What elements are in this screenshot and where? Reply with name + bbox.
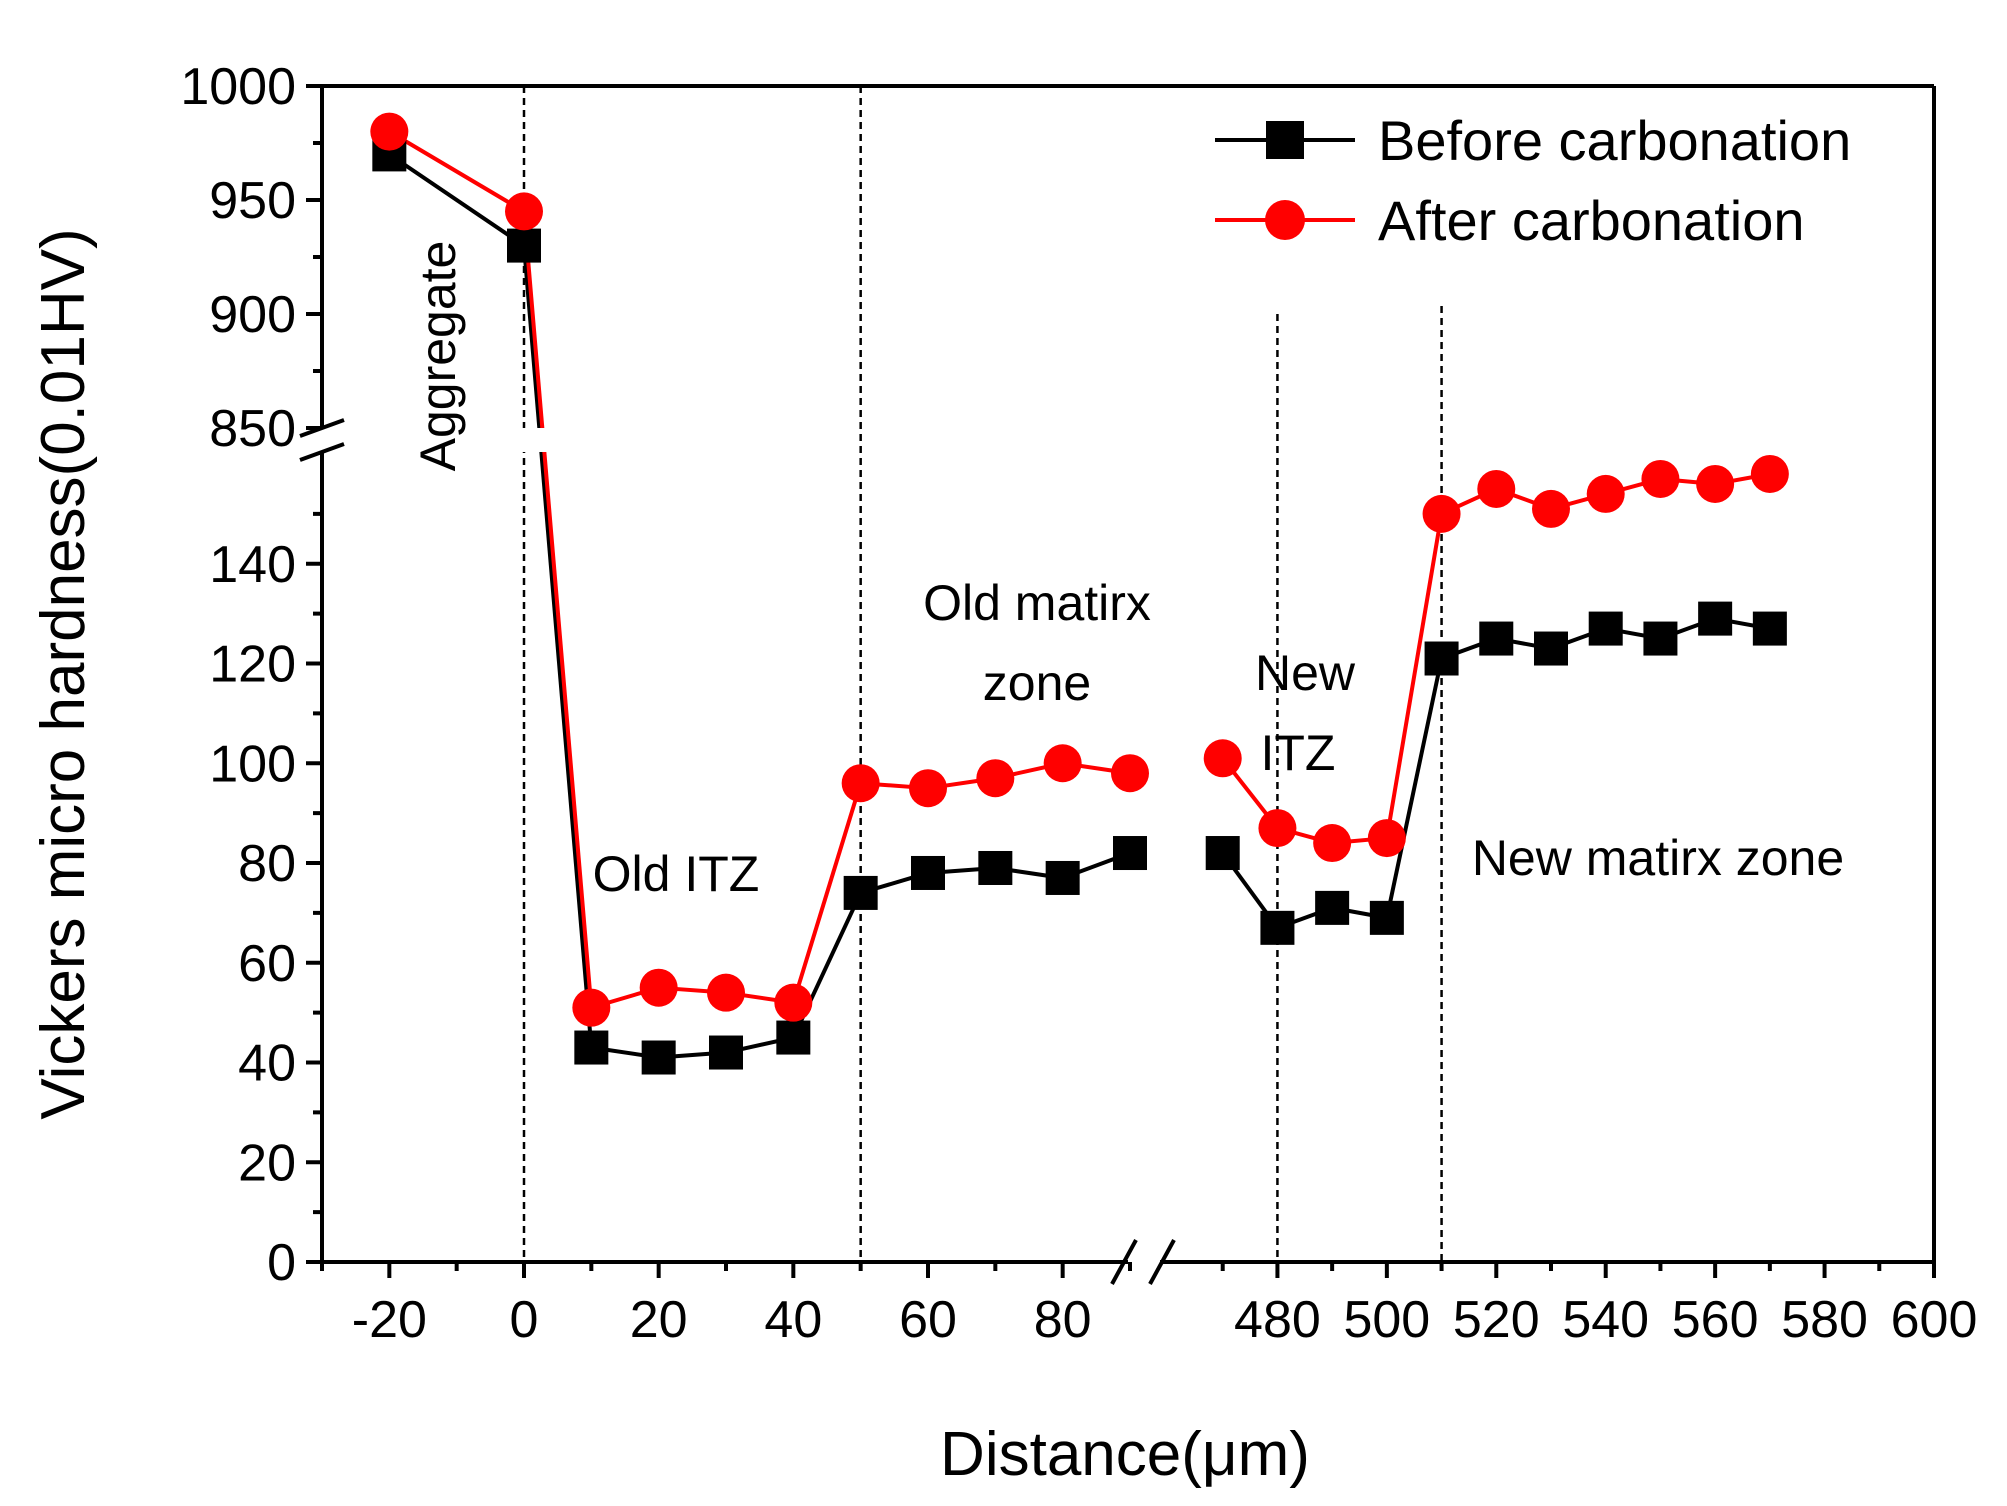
data-point-after	[1750, 454, 1789, 493]
data-point-before	[843, 875, 878, 910]
data-point-after	[1111, 754, 1149, 793]
data-point-after	[505, 192, 543, 231]
series-segment	[1384, 513, 1444, 839]
y-tick-label: 0	[267, 1234, 296, 1292]
y-tick-label: 140	[209, 536, 296, 594]
annotation-old-itz: Old ITZ	[593, 846, 760, 902]
x-tick-label: 40	[764, 1291, 822, 1349]
y-tick-label: 900	[209, 286, 296, 344]
data-point-before	[574, 1030, 609, 1065]
series-segment	[1384, 658, 1444, 919]
data-point-after	[1043, 744, 1082, 783]
x-tick-label: 500	[1343, 1291, 1430, 1349]
y-axis-title: Vickers micro hardness(0.01HV)	[29, 228, 98, 1119]
y-break-gap	[500, 428, 560, 452]
series-segment	[522, 211, 594, 1008]
data-point-after	[639, 968, 678, 1007]
series-markers	[370, 112, 1789, 1075]
x-tick-label: 20	[630, 1291, 688, 1349]
data-point-after	[1313, 824, 1352, 863]
annotation-old-matrix-line1: Old matirx	[923, 575, 1151, 631]
y-tick-label: 100	[209, 735, 296, 793]
data-point-before	[1113, 836, 1147, 871]
data-point-after	[1258, 809, 1297, 848]
annotation-old-matrix-line2: zone	[983, 655, 1091, 711]
y-tick-label: 80	[238, 835, 296, 893]
x-axis-ticks: -20 0 20 40 60 80 480 500 520 540 560 580 600	[320, 1262, 1978, 1349]
annotation-new-itz-line2: ITZ	[1261, 725, 1336, 781]
zone-lines	[522, 86, 1443, 1262]
data-point-after	[1586, 474, 1625, 513]
y-tick-label: 1000	[180, 58, 296, 116]
y-tick-label: 40	[238, 1035, 296, 1093]
x-tick-label: 540	[1562, 1291, 1649, 1349]
annotation-aggregate: Aggregate	[410, 241, 466, 472]
data-point-before	[1260, 910, 1295, 945]
data-point-after	[1696, 464, 1735, 503]
data-point-before	[641, 1040, 676, 1075]
legend: Before carbonation After carbonation	[1215, 109, 1851, 252]
data-point-before	[1369, 900, 1404, 935]
data-point-before	[911, 855, 945, 890]
x-tick-label: 60	[899, 1291, 957, 1349]
y-tick-label: 60	[238, 935, 296, 993]
data-point-before	[1424, 641, 1459, 676]
legend-marker-before	[1266, 121, 1304, 159]
x-tick-label: 560	[1672, 1291, 1759, 1349]
x-tick-label: 600	[1891, 1291, 1978, 1349]
legend-marker-after	[1265, 200, 1305, 240]
x-tick-label: 520	[1453, 1291, 1540, 1349]
data-point-after	[774, 983, 813, 1022]
data-point-before	[1698, 601, 1733, 636]
legend-label-after: After carbonation	[1378, 189, 1804, 252]
data-point-after	[1203, 739, 1242, 778]
data-point-after	[976, 759, 1015, 798]
x-tick-label: 580	[1781, 1291, 1868, 1349]
data-point-after	[707, 973, 745, 1012]
y-tick-label: 20	[238, 1134, 296, 1192]
data-point-before	[1479, 621, 1514, 656]
data-point-after	[841, 764, 880, 803]
data-point-before	[776, 1020, 811, 1055]
data-point-after	[1641, 459, 1680, 498]
x-tick-label: 480	[1234, 1291, 1321, 1349]
data-point-after	[1532, 489, 1570, 528]
x-axis-break-mark	[1110, 1239, 1176, 1285]
data-point-after	[909, 769, 947, 808]
series-segment	[388, 152, 526, 248]
data-point-after	[1422, 494, 1461, 533]
y-axis-ticks: 0 20 40 60 80 100 120 140 850 900 950 1000	[180, 58, 322, 1292]
x-axis-title: Distance(μm)	[940, 1420, 1310, 1489]
y-tick-label: 950	[209, 172, 296, 230]
data-point-before	[1315, 890, 1350, 925]
data-point-before	[1643, 621, 1678, 656]
x-tick-label: -20	[352, 1291, 427, 1349]
data-point-before	[507, 228, 541, 263]
x-tick-label: 0	[510, 1291, 539, 1349]
data-point-after	[572, 988, 611, 1027]
data-point-before	[709, 1035, 743, 1070]
data-point-before	[1205, 836, 1240, 871]
y-tick-label: 850	[209, 400, 296, 458]
data-point-after	[1477, 469, 1516, 508]
data-point-before	[1588, 611, 1623, 646]
annotation-new-itz-line1: New	[1255, 645, 1356, 701]
y-tick-label: 120	[209, 636, 296, 694]
series-segment	[388, 129, 526, 214]
data-point-after	[370, 112, 409, 151]
data-point-before	[1534, 631, 1568, 666]
series-segment	[522, 245, 594, 1048]
data-point-before	[1045, 860, 1080, 895]
data-point-after	[1367, 819, 1406, 858]
x-tick-label: 80	[1034, 1291, 1092, 1349]
legend-label-before: Before carbonation	[1378, 109, 1851, 172]
annotation-new-matrix: New matirx zone	[1472, 830, 1844, 886]
series-segment	[791, 782, 863, 1004]
data-point-before	[978, 850, 1013, 885]
data-point-before	[1752, 611, 1787, 646]
